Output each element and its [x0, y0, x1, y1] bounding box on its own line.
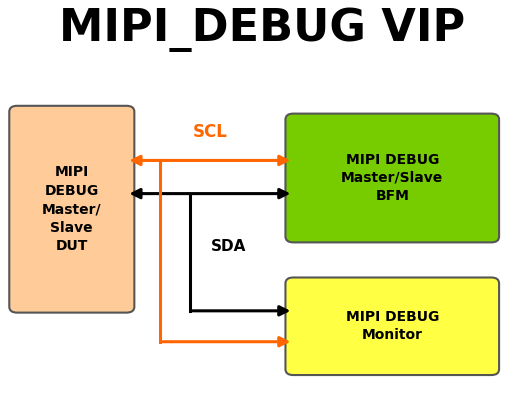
FancyBboxPatch shape — [286, 113, 499, 242]
Text: MIPI_DEBUG VIP: MIPI_DEBUG VIP — [59, 7, 465, 52]
FancyBboxPatch shape — [286, 277, 499, 375]
Text: MIPI
DEBUG
Master/
Slave
DUT: MIPI DEBUG Master/ Slave DUT — [42, 165, 102, 253]
FancyBboxPatch shape — [9, 106, 134, 312]
Text: SDA: SDA — [211, 239, 246, 254]
Text: SCL: SCL — [192, 123, 227, 141]
Text: MIPI DEBUG
Master/Slave
BFM: MIPI DEBUG Master/Slave BFM — [341, 152, 443, 203]
Text: MIPI DEBUG
Monitor: MIPI DEBUG Monitor — [346, 310, 439, 342]
